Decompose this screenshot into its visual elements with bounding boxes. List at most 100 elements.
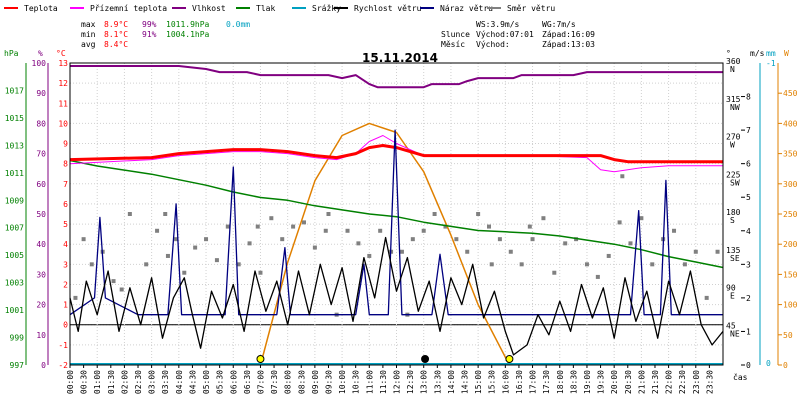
sunset-info: Západ:16:09 xyxy=(542,30,595,39)
wind-direction-point xyxy=(255,224,260,229)
x-tick-label: 22:00 xyxy=(665,370,674,394)
dir-name: S xyxy=(730,216,735,225)
wind-direction-point xyxy=(620,174,625,179)
w-tick: 250 xyxy=(783,210,798,219)
wind-direction-point xyxy=(617,220,622,225)
x-tick-label: 09:30 xyxy=(324,370,333,394)
wind-direction-point xyxy=(508,249,513,254)
x-tick-label: 20:30 xyxy=(624,370,633,394)
wind-direction-point xyxy=(552,270,557,275)
x-tick-label: 22:30 xyxy=(678,370,687,394)
wind-direction-point xyxy=(628,241,633,246)
x-tick-label: 07:00 xyxy=(256,370,265,394)
w-tick: 200 xyxy=(783,240,798,249)
ms-axis-label: m/s xyxy=(750,49,765,58)
wind-direction-point xyxy=(165,253,170,258)
temp-tick: 3 xyxy=(63,260,68,269)
x-tick-label: 19:30 xyxy=(597,370,606,394)
pct-tick: 80 xyxy=(36,119,46,128)
wind-direction-point xyxy=(563,241,568,246)
w-tick: 300 xyxy=(783,180,798,189)
dir-tick: 90 xyxy=(726,284,736,293)
stats-min-hum: 91% xyxy=(142,30,157,39)
series-náraz-větru xyxy=(69,129,723,316)
x-tick-label: 14:00 xyxy=(447,370,456,394)
hpa-tick: 1009 xyxy=(5,196,24,205)
hpa-tick: 1001 xyxy=(5,306,24,315)
hpa-tick: 997 xyxy=(10,361,25,370)
legend: Teplota Přízemní teplota Vlhkost Tlak Srážky… xyxy=(4,4,555,13)
x-tick-label: 14:30 xyxy=(461,370,470,394)
pct-tick: 20 xyxy=(36,301,46,310)
wind-direction-point xyxy=(421,228,426,233)
dir-tick: 225 xyxy=(726,170,741,179)
x-tick-label: 08:00 xyxy=(284,370,293,394)
stats-min-label: min xyxy=(81,30,96,39)
x-tick-label: 07:30 xyxy=(270,370,279,394)
temp-tick: 8 xyxy=(63,160,68,169)
wind-direction-point xyxy=(682,262,687,267)
temp-tick: -2 xyxy=(58,361,68,370)
wind-direction-point xyxy=(650,262,655,267)
wind-direction-point xyxy=(497,237,502,242)
hpa-tick: 1005 xyxy=(5,251,24,260)
wind-direction-marks xyxy=(73,174,720,317)
x-tick-label: 12:00 xyxy=(393,370,402,394)
stats-max-temp: 8.9°C xyxy=(104,20,128,29)
ms-tick: 3 xyxy=(746,260,751,269)
wind-direction-point xyxy=(378,228,383,233)
wind-direction-point xyxy=(639,216,644,221)
wind-direction-point xyxy=(410,237,415,242)
wind-direction-point xyxy=(356,241,361,246)
wind-direction-point xyxy=(182,270,187,275)
temp-tick: 7 xyxy=(63,180,68,189)
wind-direction-point xyxy=(527,224,532,229)
wind-direction-point xyxy=(476,212,481,216)
sun-label: Slunce xyxy=(441,30,470,39)
w-axis-label: W xyxy=(784,49,789,58)
sun-moon-markers xyxy=(256,355,514,363)
mm-axis-label: mm xyxy=(766,49,776,58)
temp-tick: 9 xyxy=(63,140,68,149)
wind-direction-point xyxy=(323,228,328,233)
w-tick: 350 xyxy=(783,150,798,159)
wind-direction-point xyxy=(432,212,437,216)
moonset-marker xyxy=(421,355,430,363)
pct-tick: 30 xyxy=(36,270,46,279)
hpa-tick: 1011 xyxy=(5,169,24,178)
wind-speed-info: WS:3.9m/s xyxy=(476,20,520,29)
wind-direction-point xyxy=(81,237,86,242)
x-tick-label: 00:30 xyxy=(80,370,89,394)
series-slunce xyxy=(259,122,511,366)
hpa-axis-label: hPa xyxy=(4,49,19,58)
dir-name: NE xyxy=(730,329,740,338)
dir-axis-label: ° xyxy=(726,49,731,58)
x-tick-label: 04:00 xyxy=(175,370,184,394)
x-tick-label: 09:00 xyxy=(311,370,320,394)
wind-direction-point xyxy=(595,274,600,279)
dir-tick: 180 xyxy=(726,208,741,217)
wind-direction-point xyxy=(584,262,589,267)
temp-tick: 6 xyxy=(63,200,68,209)
wind-direction-point xyxy=(454,237,459,242)
x-tick-label: 04:30 xyxy=(188,370,197,394)
temp-tick: 1 xyxy=(63,301,68,310)
pct-tick: 10 xyxy=(36,331,46,340)
legend-label: Rychlost větru xyxy=(354,4,422,13)
stats-panel: max 8.9°C 99% 1011.9hPa 0.0mm min 8.1°C … xyxy=(81,20,250,49)
x-tick-label: 16:00 xyxy=(501,370,510,394)
x-tick-label: 06:30 xyxy=(243,370,252,394)
hpa-tick: 1013 xyxy=(5,141,24,150)
ms-tick: 5 xyxy=(746,193,751,202)
sunset-marker xyxy=(505,355,514,363)
x-tick-label: 20:00 xyxy=(610,370,619,394)
w-tick: 450 xyxy=(783,89,798,98)
wind-direction-point xyxy=(269,216,274,221)
dir-name: NW xyxy=(730,103,740,112)
series-teplota xyxy=(69,144,723,164)
x-tick-label: 13:00 xyxy=(420,370,429,394)
x-tick-label: 13:30 xyxy=(433,370,442,394)
x-tick-label: 15:00 xyxy=(474,370,483,394)
temp-tick: 5 xyxy=(63,220,68,229)
x-tick-label: 21:00 xyxy=(637,370,646,394)
